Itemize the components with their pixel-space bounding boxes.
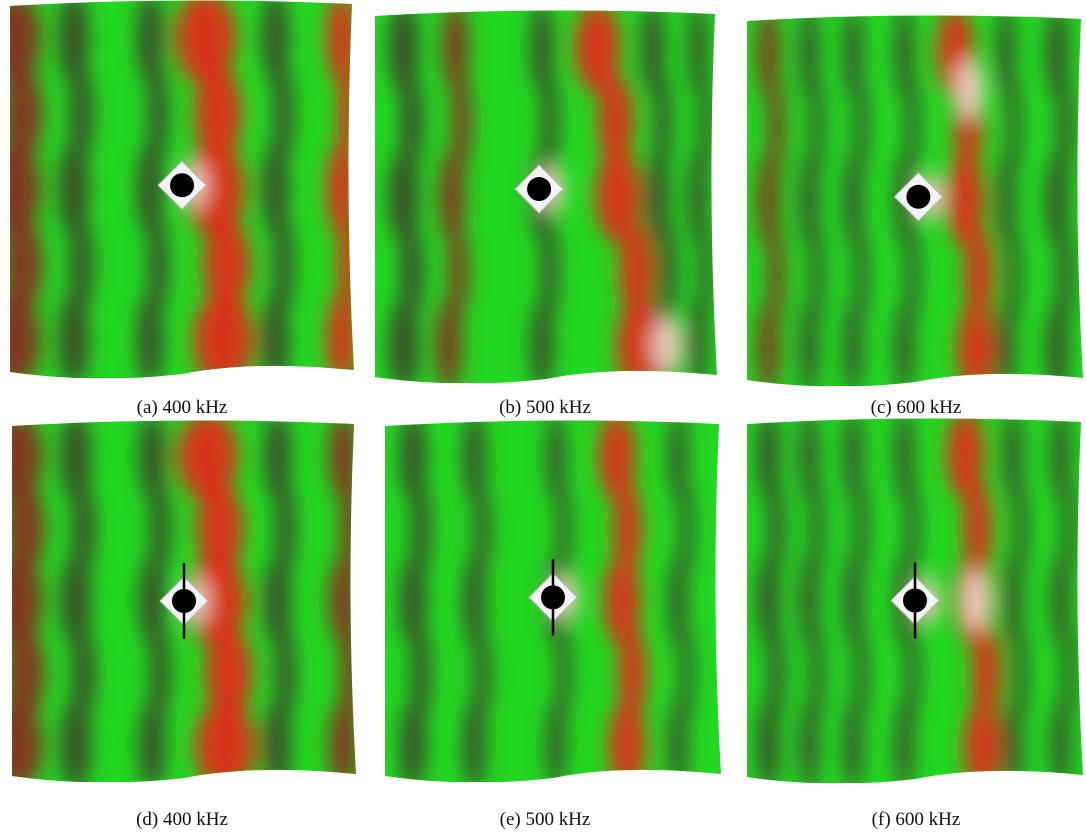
- wave-field-image: [745, 418, 1085, 783]
- wave-field-image: [383, 420, 723, 782]
- caption: (f) 600 kHz: [766, 809, 1066, 831]
- wave-field-image: [10, 420, 358, 782]
- caption: (c) 600 kHz: [766, 397, 1066, 419]
- defect-dot: [172, 589, 196, 613]
- wave-field-image: [745, 15, 1085, 386]
- hot-spot: [955, 59, 983, 119]
- defect-dot: [527, 177, 551, 201]
- defect-dot: [170, 173, 194, 197]
- defect-dot: [541, 585, 565, 609]
- figure: (a) 400 kHz (b) 500 kHz (c) 600 kHz (d) …: [0, 0, 1086, 837]
- wave-field-image: [8, 0, 356, 378]
- caption: (a) 400 kHz: [32, 397, 332, 419]
- defect-dot: [906, 185, 930, 209]
- wave-field-image: [373, 10, 719, 383]
- stripe-blob: [326, 142, 356, 237]
- hot-spot: [962, 571, 990, 631]
- defect-dot: [903, 589, 927, 613]
- stripe-blob: [328, 556, 358, 647]
- caption: (b) 500 kHz: [395, 397, 695, 419]
- caption: (d) 400 kHz: [32, 809, 332, 831]
- hot-spot: [653, 316, 681, 376]
- caption: (e) 500 kHz: [395, 809, 695, 831]
